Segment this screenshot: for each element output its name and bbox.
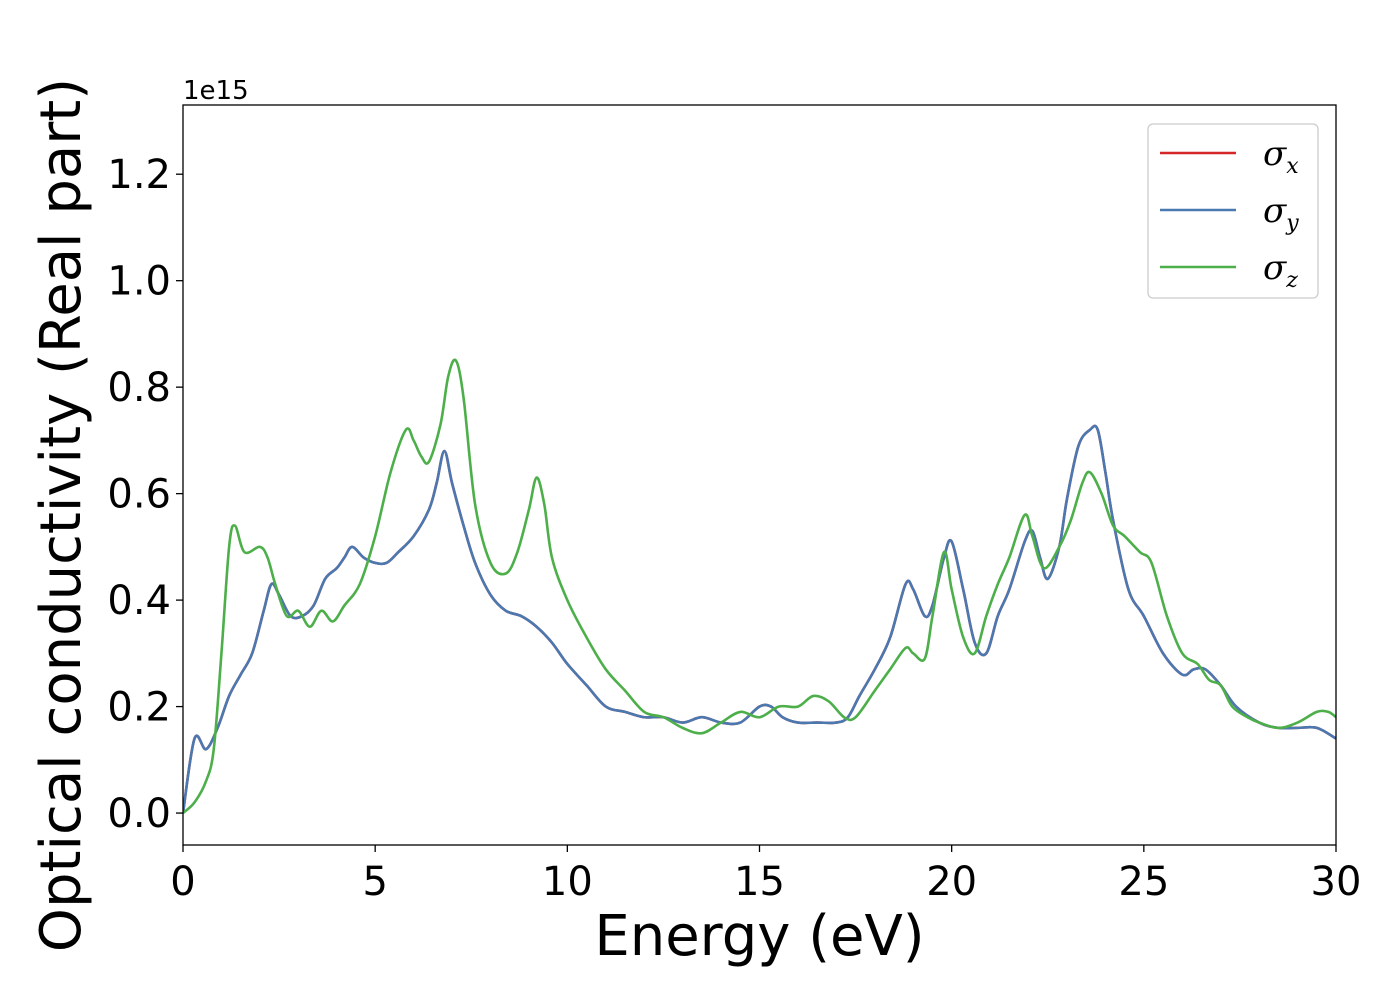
y-axis: 0.0 0.2 0.4 0.6 0.8 1.0 1.2	[107, 152, 183, 837]
x-tick-label: 25	[1118, 859, 1169, 905]
y-tick-label: 0.6	[107, 472, 171, 518]
x-axis-title: Energy (eV)	[594, 904, 924, 969]
y-tick-label: 1.2	[107, 152, 171, 198]
series-line-x	[183, 424, 1336, 814]
x-tick-label: 20	[926, 859, 977, 905]
y-tick-label: 0.0	[107, 791, 171, 837]
legend-label-x: σx	[1263, 134, 1299, 179]
x-tick-label: 10	[542, 859, 593, 905]
x-tick-label: 30	[1311, 859, 1362, 905]
x-tick-label: 15	[734, 859, 785, 905]
y-tick-label: 0.2	[107, 685, 171, 731]
series-line-y	[183, 424, 1336, 814]
legend-label-y: σy	[1263, 191, 1299, 236]
legend: σx σy σz	[1147, 123, 1319, 299]
y-axis-title: Optical conductivity (Real part)	[29, 78, 94, 952]
x-tick-label: 0	[170, 859, 195, 905]
series-line-z	[183, 358, 1336, 815]
y-tick-label: 1.0	[107, 259, 171, 305]
y-tick-label: 0.4	[107, 578, 171, 624]
y-offset-label: 1e15	[183, 76, 249, 106]
x-tick-label: 5	[362, 859, 387, 905]
legend-label-z: σz	[1263, 248, 1298, 293]
y-tick-label: 0.8	[107, 365, 171, 411]
x-axis: 0 5 10 15 20 25 30	[170, 845, 1361, 905]
series-layer	[183, 358, 1336, 815]
